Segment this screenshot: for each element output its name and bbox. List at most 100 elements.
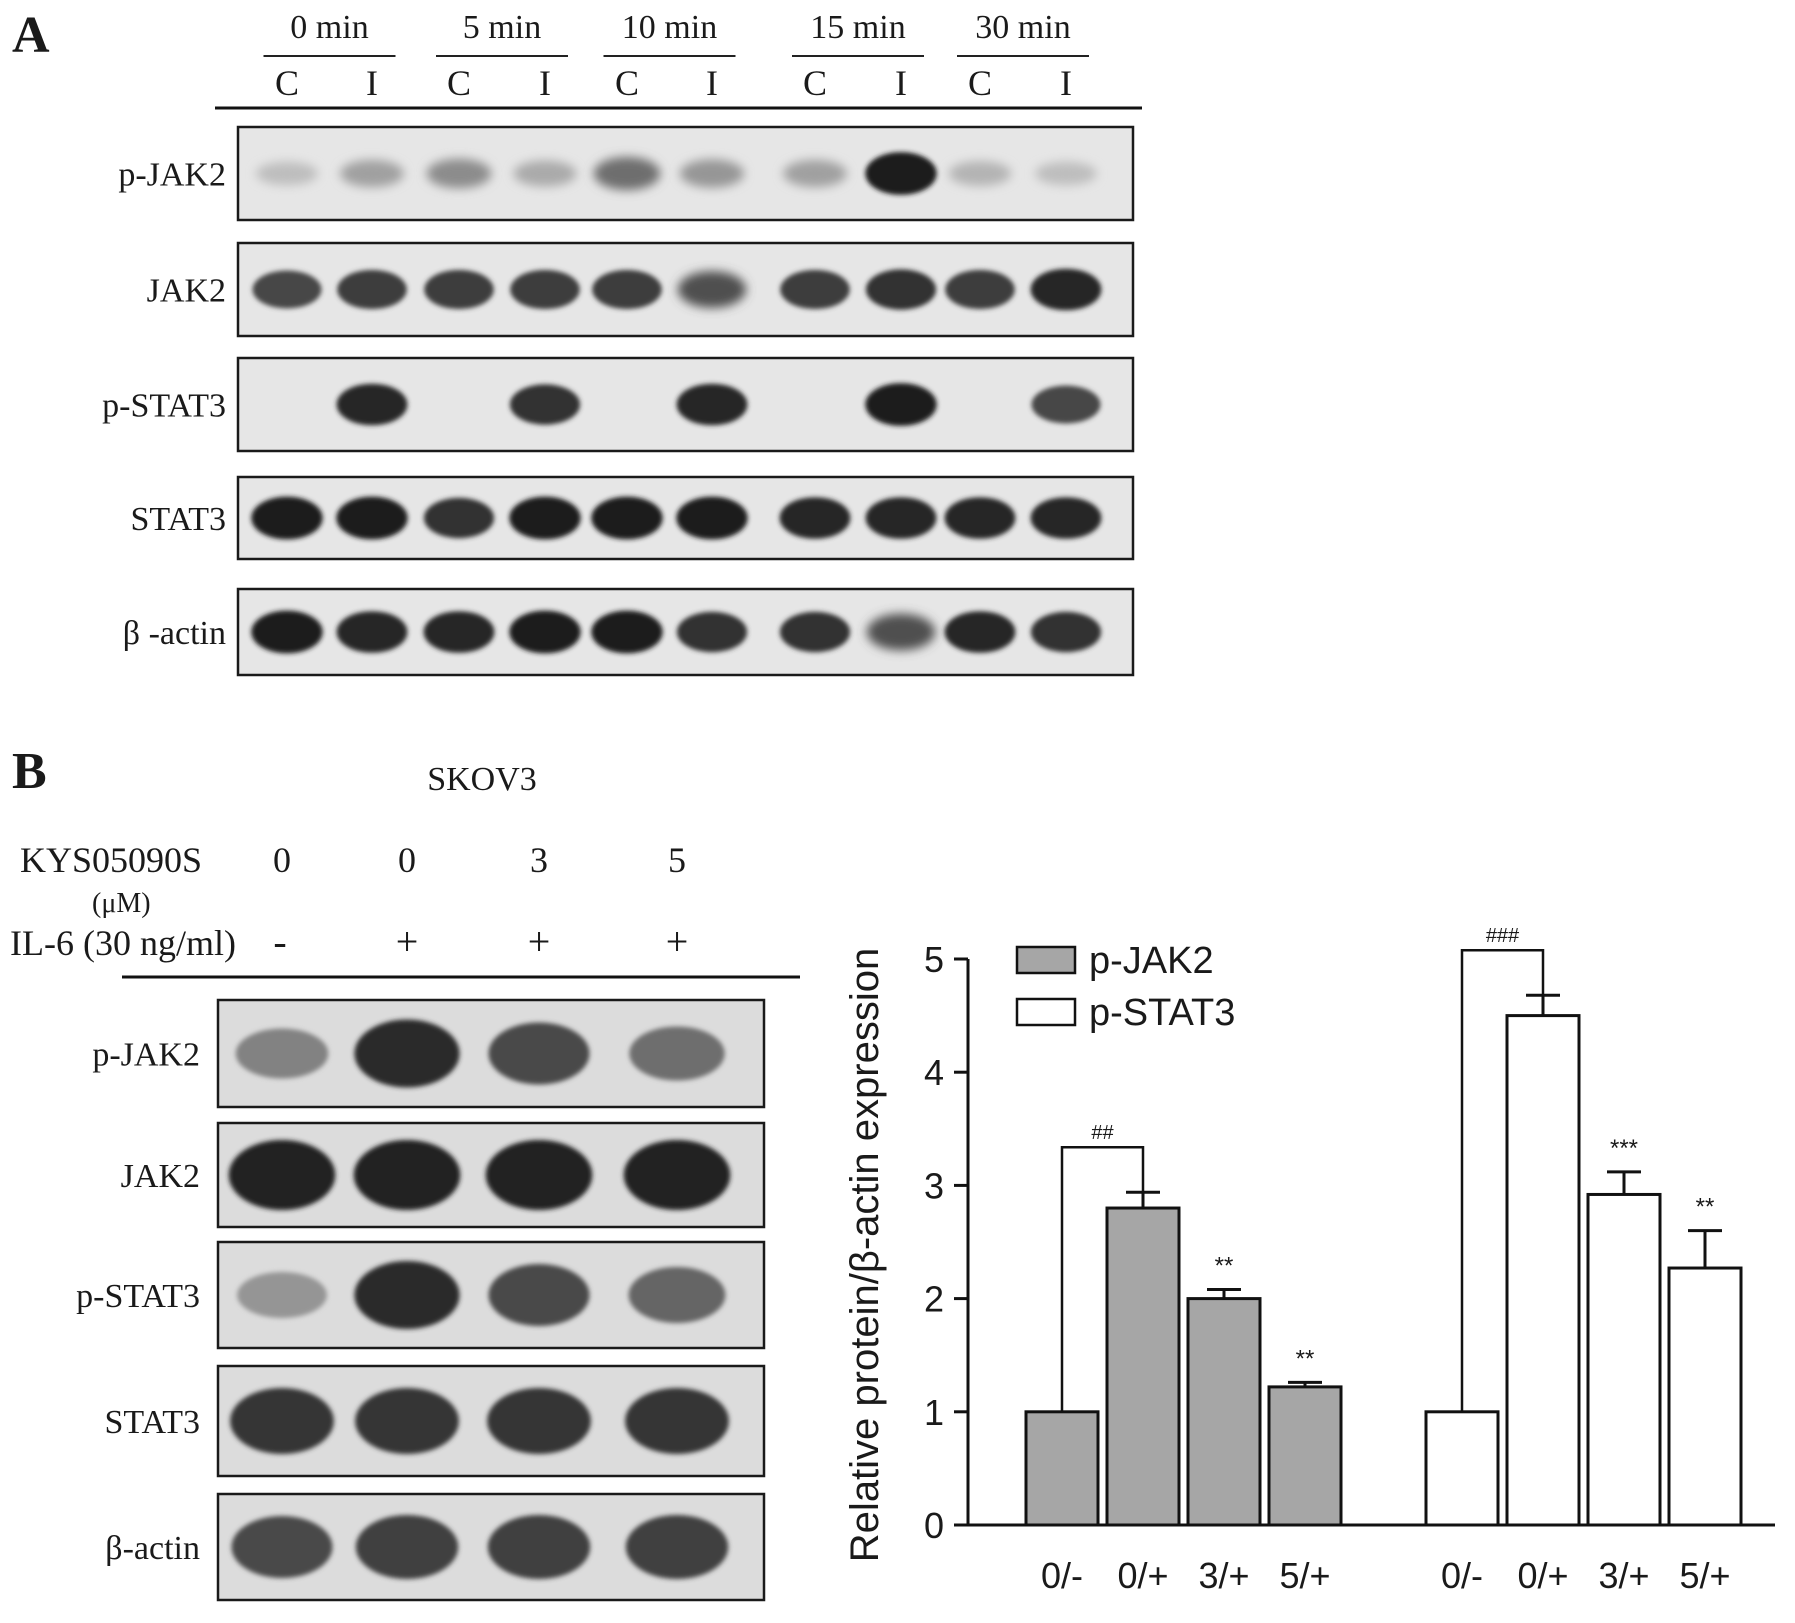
kys-value: 0 [273,840,291,880]
bar-p-jak2 [1186,1297,1262,1527]
lane-label: C [615,63,639,103]
chart-legend: p-JAK2 p-STAT3 [1015,940,1235,1034]
blot-label: β -actin [123,615,226,652]
blot-band [676,496,748,540]
blot-band [629,1026,725,1081]
blot-band [423,497,495,539]
blot-band [783,159,847,188]
blot-label: JAK2 [121,1158,200,1195]
blot-band [354,1019,460,1088]
il6-value: + [396,919,419,964]
y-tick-label: 5 [924,939,944,980]
blot-band [336,611,408,653]
chart-bars [1024,993,1743,1527]
blot-band [355,1388,459,1454]
blot-band [780,269,850,310]
blot-row-actin: β -actin [123,587,1135,677]
blot-row-actin: β-actin [105,1492,766,1602]
blot-label: STAT3 [104,1404,200,1441]
blot-band [231,1516,333,1578]
blot-band [487,1388,591,1454]
il6-value: + [528,919,551,964]
blot-band [1031,385,1101,424]
blot-label: p-STAT3 [102,388,226,425]
x-tick-label: 5/+ [1679,1555,1730,1596]
blot-band [509,384,581,425]
bar-p-jak2 [1267,1385,1343,1527]
bar-p-stat3 [1586,1192,1662,1527]
blot-band [779,611,851,653]
blot-band [235,1028,329,1079]
blot-band [944,611,1016,653]
blot-band [591,610,663,654]
blot-band [676,611,748,653]
blot-band [865,383,937,426]
blot-row-p-jak2: p-JAK2 [92,998,766,1109]
timepoint-label: 5 min [463,9,541,46]
il6-value: + [666,919,689,964]
blot-row-jak2: JAK2 [121,1121,766,1229]
legend-swatch [1015,945,1077,975]
panel-b-label: B [12,743,47,800]
kys-value: 0 [398,840,416,880]
blot-band [256,161,318,186]
blot-band [251,496,323,540]
blot-band [1035,161,1097,186]
blot-row-jak2: JAK2 [147,241,1135,338]
blot-band [251,610,323,654]
blot-band [944,497,1016,539]
lane-label: I [539,63,551,103]
blot-band [488,1022,590,1085]
legend-label: p-STAT3 [1089,992,1235,1034]
blot-band [228,1140,336,1210]
significance-bracket [1060,1145,1145,1412]
blot-row-p-stat3: p-STAT3 [102,356,1135,453]
y-tick-label: 4 [924,1052,944,1093]
blot-band [625,1388,729,1454]
blot-band [866,613,936,651]
y-tick-label: 1 [924,1392,944,1433]
blot-band [423,611,495,653]
blot-band [336,496,408,540]
lane-label: I [1060,63,1072,103]
lane-label: C [275,63,299,103]
kys-value: 3 [530,840,548,880]
bar-p-stat3 [1424,1410,1500,1527]
blot-band [426,158,492,189]
timepoint-label: 15 min [810,9,905,46]
blot-row-p-jak2: p-JAK2 [118,125,1135,222]
blot-band [252,270,322,309]
chart-y-axis-label: Relative protein/β-actin expression [843,948,887,1562]
blot-band [487,1515,591,1579]
blot-band [865,497,937,539]
panel-b-treatments: 0 0 3 5 - + + + [273,840,688,964]
timepoint-label: 10 min [622,9,717,46]
blot-band [1030,611,1102,653]
panel-a-timepoints: 0 min 5 min 10 min 15 min 30 min [263,9,1089,57]
blot-band [355,1515,459,1579]
significance-marker: *** [1610,1135,1638,1162]
bracket-label: ### [1486,925,1520,947]
lane-label: C [447,63,471,103]
blot-band [1030,497,1102,539]
panel-a-blots: p-JAK2 JAK2 p-STAT3 STAT3 β -actin [102,125,1135,677]
blot-band [592,269,662,310]
blot-label: STAT3 [130,501,226,538]
bracket-label: ## [1091,1122,1114,1144]
chart-y-ticks: 0 1 2 3 4 5 [924,939,968,1546]
blot-label: p-JAK2 [92,1037,200,1074]
bar-p-jak2 [1024,1410,1100,1527]
significance-marker: ** [1296,1345,1315,1372]
blot-band [336,383,408,426]
blot-band [510,269,580,310]
blot-band [509,496,581,540]
blot-band [625,1515,729,1579]
lane-label: C [968,63,992,103]
blot-band [424,269,494,310]
lane-label: C [803,63,827,103]
blot-row-p-stat3: p-STAT3 [76,1240,766,1350]
blot-label: p-JAK2 [118,157,226,194]
